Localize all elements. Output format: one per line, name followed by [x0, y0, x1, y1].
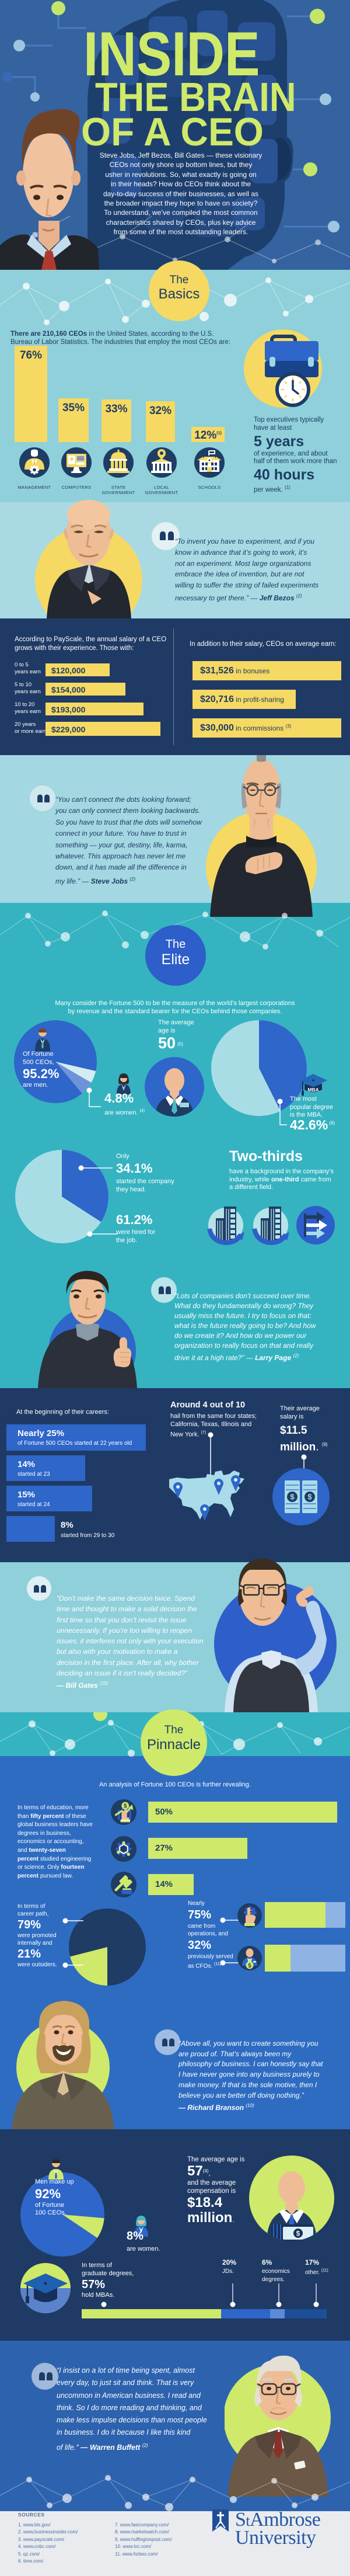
svg-text:$: $ — [290, 1493, 295, 1501]
svg-text:$: $ — [307, 1493, 312, 1501]
svg-text:$: $ — [248, 1963, 251, 1969]
svg-text:$: $ — [124, 1803, 127, 1810]
svg-text:MBA: MBA — [307, 1087, 318, 1093]
svg-text:$: $ — [296, 2230, 300, 2238]
